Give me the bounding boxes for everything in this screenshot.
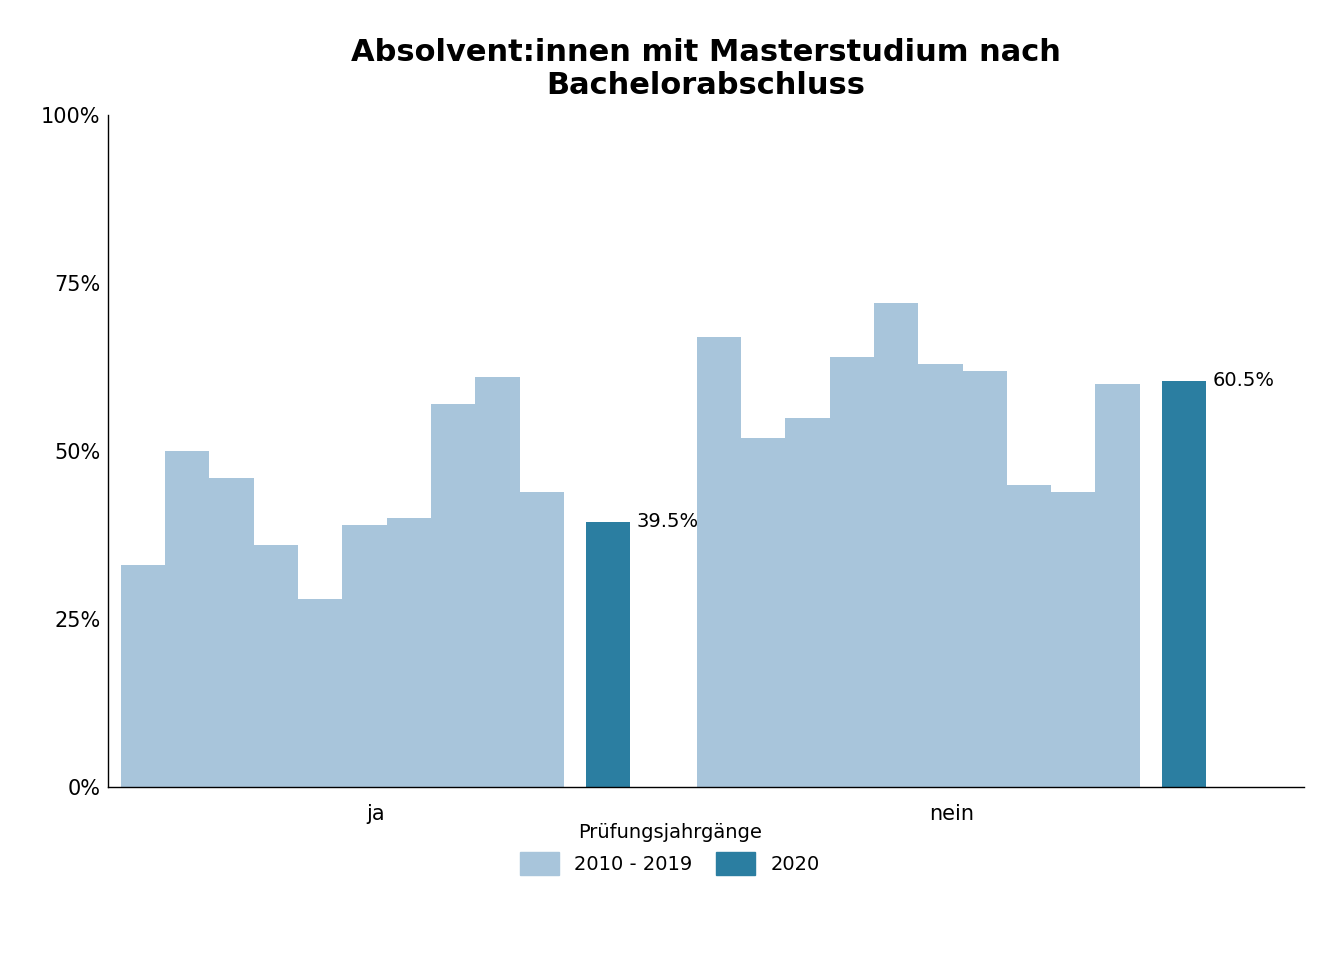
Bar — [298, 599, 343, 787]
Bar — [431, 404, 476, 787]
Bar — [586, 522, 630, 787]
Text: 39.5%: 39.5% — [637, 513, 699, 531]
Bar — [829, 357, 874, 787]
Bar — [741, 438, 785, 787]
Bar — [1051, 492, 1095, 787]
Bar — [476, 377, 520, 787]
Bar — [1095, 384, 1140, 787]
Bar — [520, 492, 564, 787]
Bar — [962, 371, 1007, 787]
Bar — [918, 364, 962, 787]
Bar — [343, 525, 387, 787]
Bar — [1163, 380, 1206, 787]
Bar — [696, 337, 741, 787]
Bar — [121, 565, 165, 787]
Bar — [254, 545, 298, 787]
Bar — [1007, 485, 1051, 787]
Legend: 2010 - 2019, 2020: 2010 - 2019, 2020 — [511, 813, 829, 885]
Bar — [785, 418, 829, 787]
Title: Absolvent:innen mit Masterstudium nach
Bachelorabschluss: Absolvent:innen mit Masterstudium nach B… — [351, 37, 1060, 101]
Bar — [874, 303, 918, 787]
Bar — [387, 518, 431, 787]
Bar — [210, 478, 254, 787]
Bar — [165, 451, 210, 787]
Text: 60.5%: 60.5% — [1212, 372, 1275, 390]
